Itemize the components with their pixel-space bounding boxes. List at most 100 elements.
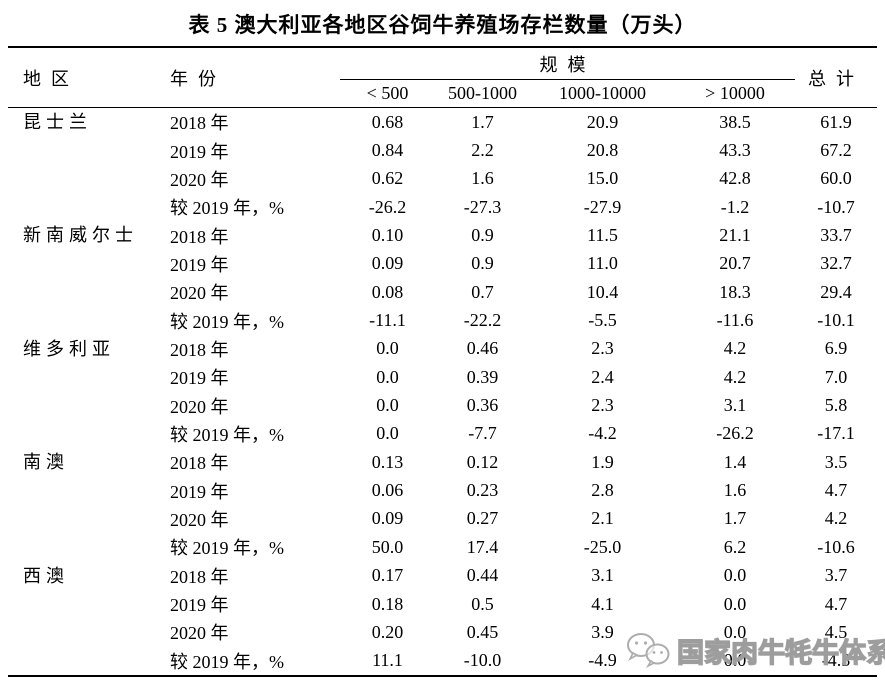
table-row: 2019 年 0.09 0.9 11.0 20.7 32.7 — [8, 250, 877, 278]
year-cell: 2019 年 — [170, 254, 229, 275]
value-cell: 1.4 — [723, 451, 747, 472]
table-row: 2019 年 0.06 0.23 2.8 1.6 4.7 — [8, 476, 877, 504]
table-row: 2020 年 0.08 0.7 10.4 18.3 29.4 — [8, 278, 877, 306]
year-cell: 2020 年 — [170, 509, 229, 530]
value-cell: 0.08 — [371, 281, 404, 302]
year-cell: 2019 年 — [170, 595, 229, 616]
column-header-year: 年份 — [155, 47, 340, 108]
table-row: 2020 年 0.09 0.27 2.1 1.7 4.2 — [8, 505, 877, 533]
column-header-region: 地区 — [8, 47, 155, 108]
value-cell: 4.2 — [723, 338, 747, 359]
value-cell: 50.0 — [371, 536, 404, 557]
value-cell: 4.2 — [723, 366, 747, 387]
table-title: 表 5 澳大利亚各地区谷饲牛养殖场存栏数量（万头） — [188, 13, 697, 37]
value-cell: 20.7 — [719, 253, 751, 274]
year-cell: 2018 年 — [170, 339, 229, 360]
value-cell: 1.9 — [591, 451, 614, 472]
value-cell: 0.84 — [371, 140, 404, 161]
value-cell: 11.0 — [587, 253, 618, 274]
value-cell: 0.0 — [723, 593, 747, 614]
value-cell: 0.0 — [723, 565, 747, 586]
year-cell: 较 2019 年，% — [170, 198, 284, 219]
value-cell: 20.9 — [586, 111, 619, 132]
year-cell: 2020 年 — [170, 623, 229, 644]
value-cell: 0.39 — [466, 366, 499, 387]
value-cell: 2.3 — [591, 395, 614, 416]
year-cell: 2019 年 — [170, 368, 229, 389]
feedlot-inventory-table: 地区 年份 规模 总计 < 500 500-1000 1000-10000 > … — [8, 46, 877, 677]
value-cell: 2.1 — [591, 508, 614, 529]
value-cell: 33.7 — [820, 225, 852, 246]
value-cell: 43.3 — [719, 140, 751, 161]
value-cell: 42.8 — [719, 168, 751, 189]
value-cell: 0.0 — [723, 650, 747, 671]
value-cell: 0.46 — [466, 338, 499, 359]
value-cell: 0.45 — [466, 621, 499, 642]
value-cell: 3.5 — [824, 451, 848, 472]
table-row: 南澳 2018 年 0.13 0.12 1.9 1.4 3.5 — [8, 448, 877, 476]
year-cell: 较 2019 年，% — [170, 311, 284, 332]
value-cell: 61.9 — [820, 111, 852, 132]
table-row: 2019 年 0.18 0.5 4.1 0.0 4.7 — [8, 590, 877, 618]
value-cell: -4.3 — [821, 650, 851, 671]
year-cell: 2020 年 — [170, 396, 229, 417]
value-cell: 0.06 — [371, 480, 404, 501]
table-row: 较 2019 年，% 11.1 -10.0 -4.9 0.0 -4.3 — [8, 647, 877, 676]
year-cell: 较 2019 年，% — [170, 538, 284, 559]
value-cell: -10.0 — [463, 650, 502, 671]
value-cell: 0.68 — [371, 111, 404, 132]
column-header-lt500: < 500 — [340, 79, 435, 108]
table-row: 西澳 2018 年 0.17 0.44 3.1 0.0 3.7 — [8, 562, 877, 590]
value-cell: -25.0 — [583, 536, 622, 557]
value-cell: 0.7 — [471, 281, 494, 302]
year-cell: 2018 年 — [170, 566, 229, 587]
column-header-scale: 规模 — [340, 47, 795, 80]
value-cell: 7.0 — [824, 366, 848, 387]
table-body: 昆士兰 2018 年 0.68 1.7 20.9 38.5 61.9 2019 年 0.84 2.… — [8, 108, 877, 676]
table-row: 昆士兰 2018 年 0.68 1.7 20.9 38.5 61.9 — [8, 108, 877, 137]
value-cell: -10.7 — [817, 196, 855, 217]
value-cell: 0.36 — [466, 395, 499, 416]
value-cell: 0.09 — [371, 253, 404, 274]
value-cell: -1.2 — [720, 196, 750, 217]
value-cell: 18.3 — [719, 281, 751, 302]
value-cell: 1.6 — [471, 168, 494, 189]
table-row: 2019 年 0.84 2.2 20.8 43.3 67.2 — [8, 136, 877, 164]
value-cell: -4.2 — [588, 423, 617, 444]
value-cell: 4.1 — [591, 593, 614, 614]
value-cell: 0.10 — [371, 225, 404, 246]
value-cell: 2.3 — [591, 338, 614, 359]
value-cell: 3.9 — [591, 621, 614, 642]
table-row: 较 2019 年，% -11.1 -22.2 -5.5 -11.6 -10.1 — [8, 306, 877, 334]
value-cell: 1.7 — [471, 111, 494, 132]
value-cell: 0.27 — [466, 508, 499, 529]
column-header-total: 总计 — [795, 47, 877, 108]
region-cell: 昆士兰 — [23, 112, 92, 132]
value-cell: 60.0 — [820, 168, 852, 189]
value-cell: -27.3 — [463, 196, 502, 217]
value-cell: 0.0 — [376, 338, 399, 359]
value-cell: -17.1 — [817, 423, 855, 444]
header-row-1: 地区 年份 规模 总计 — [8, 47, 877, 108]
year-cell: 2019 年 — [170, 141, 229, 162]
value-cell: 11.5 — [587, 225, 618, 246]
year-cell: 较 2019 年，% — [170, 651, 284, 672]
value-cell: 0.13 — [371, 451, 404, 472]
value-cell: 17.4 — [466, 536, 499, 557]
value-cell: 2.8 — [591, 480, 614, 501]
value-cell: 1.7 — [723, 508, 747, 529]
table-row: 较 2019 年，% -26.2 -27.3 -27.9 -1.2 -10.7 — [8, 193, 877, 221]
value-cell: 29.4 — [820, 281, 852, 302]
value-cell: 0.9 — [471, 225, 494, 246]
table-row: 2020 年 0.62 1.6 15.0 42.8 60.0 — [8, 165, 877, 193]
value-cell: -10.6 — [817, 536, 855, 557]
value-cell: 0.17 — [371, 565, 404, 586]
value-cell: -5.5 — [588, 310, 617, 331]
value-cell: 21.1 — [719, 225, 751, 246]
year-cell: 较 2019 年，% — [170, 424, 284, 445]
value-cell: -11.1 — [369, 310, 406, 331]
value-cell: 0.5 — [471, 593, 494, 614]
table-row: 较 2019 年，% 0.0 -7.7 -4.2 -26.2 -17.1 — [8, 420, 877, 448]
value-cell: -22.2 — [463, 310, 502, 331]
